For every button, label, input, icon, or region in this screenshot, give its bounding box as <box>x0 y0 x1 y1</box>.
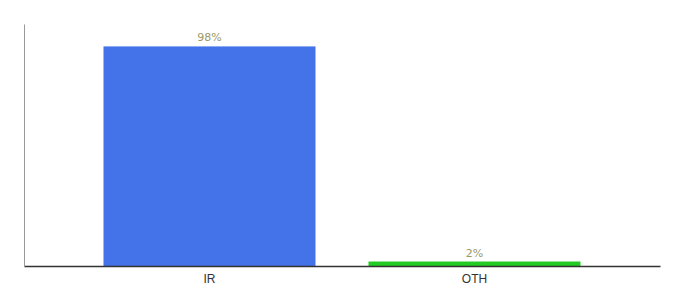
bar <box>104 46 316 266</box>
y-axis <box>24 25 25 267</box>
chart: IR OTH 98% 2% <box>0 0 680 300</box>
bar <box>369 262 581 266</box>
x-tick: IR <box>204 266 216 286</box>
data-label: 98% <box>197 31 221 44</box>
plot: IR OTH 98% 2% <box>25 25 661 286</box>
x-axis-line <box>25 266 661 268</box>
x-axis: IR OTH <box>25 266 661 286</box>
data-label: 2% <box>466 247 483 260</box>
x-tick-label: OTH <box>462 272 487 286</box>
bars <box>104 46 581 266</box>
data-labels: 98% 2% <box>197 31 483 259</box>
x-tick: OTH <box>462 266 487 286</box>
y-axis-line <box>24 25 25 267</box>
x-tick-label: IR <box>204 272 216 286</box>
